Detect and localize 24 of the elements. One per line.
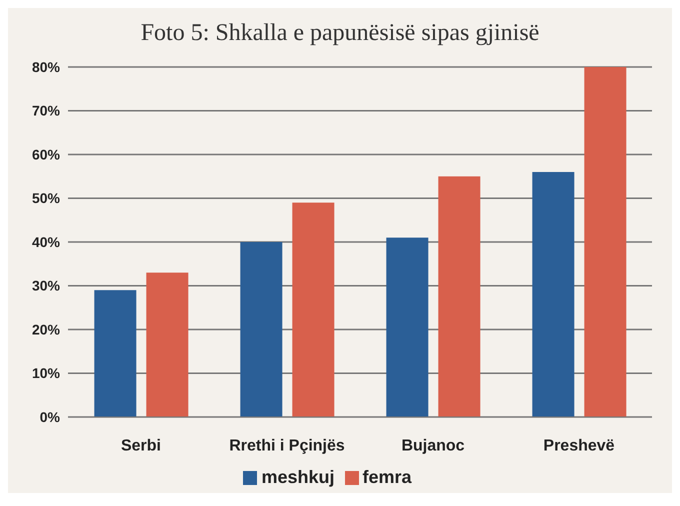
y-tick-label: 20%: [32, 321, 61, 338]
bar: [386, 238, 428, 417]
y-tick-label: 70%: [32, 102, 61, 119]
bar: [94, 290, 136, 417]
y-tick-label: 40%: [32, 234, 61, 250]
y-tick-label: 10%: [32, 365, 61, 382]
y-tick-label: 50%: [32, 190, 61, 206]
bar: [146, 272, 188, 417]
bar: [532, 172, 574, 417]
y-tick-label: 0%: [40, 408, 61, 425]
bar: [240, 242, 282, 417]
x-tick-label: Rrethi i Pçinjës: [229, 437, 345, 454]
y-tick-label: 60%: [32, 146, 61, 162]
bar: [438, 176, 480, 417]
x-tick-label: Serbi: [120, 437, 162, 454]
bar: [292, 202, 334, 417]
legend-label: meshkuj: [261, 467, 334, 487]
y-tick-label: 80%: [32, 58, 61, 75]
x-tick-label: Bujanoc: [401, 437, 465, 454]
x-tick-label: Preshevë: [543, 437, 615, 454]
legend-label: femra: [362, 467, 412, 487]
y-tick-label: 30%: [32, 278, 61, 294]
bar: [584, 67, 626, 417]
chart-title: Foto 5: Shkalla e papunësisë sipas gjinisë: [140, 19, 540, 47]
